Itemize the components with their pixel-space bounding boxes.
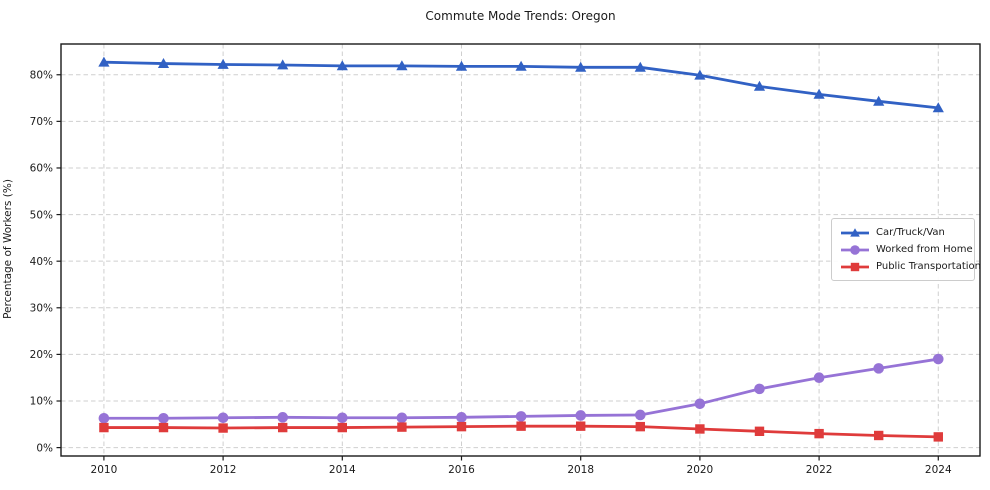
car-truck-van-marker (157, 57, 170, 68)
car-truck-van-marker (515, 60, 527, 71)
legend-item-worked-from-home: Worked from Home (840, 241, 973, 258)
public-transportation-marker (456, 421, 467, 432)
car-truck-van-marker (98, 56, 110, 67)
public-transportation-marker (337, 422, 348, 433)
y-tick-label: 30% (30, 302, 53, 314)
legend: Car/Truck/Van Worked from Home Public Tran… (831, 218, 981, 281)
public-transportation-marker (575, 421, 586, 431)
x-tick-label: 2010 (91, 464, 118, 476)
public-transportation-marker (516, 421, 526, 431)
public-transportation-marker (695, 424, 705, 434)
chart-title: Commute Mode Trends: Oregon (425, 9, 616, 23)
public-transportation-marker (635, 421, 645, 432)
worked-from-home-marker (98, 412, 110, 424)
public-transportation-marker (933, 432, 943, 442)
car-truck-van-marker (753, 80, 766, 91)
legend-circle-icon (841, 244, 869, 255)
worked-from-home-marker (694, 398, 706, 410)
legend-square-icon (841, 262, 869, 271)
y-tick-label: 50% (30, 209, 53, 221)
x-tick-label: 2016 (448, 464, 475, 476)
car-truck-van-marker (575, 61, 587, 72)
legend-item-car-truck-van: Car/Truck/Van (840, 224, 966, 241)
car-truck-van-marker (336, 60, 348, 71)
x-tick-label: 2020 (687, 464, 714, 476)
worked-from-home-marker (634, 409, 646, 421)
public-transportation-marker (873, 430, 884, 441)
car-truck-van-marker (455, 60, 468, 71)
worked-from-home-marker (158, 412, 169, 424)
series-line-worked-from-home (102, 357, 940, 420)
y-tick-label: 20% (30, 349, 53, 361)
car-truck-van-marker (396, 60, 408, 71)
worked-from-home-marker (277, 412, 289, 423)
y-tick-label: 40% (30, 256, 53, 268)
worked-from-home-marker (515, 411, 527, 422)
y-tick-label: 10% (30, 396, 53, 408)
y-tick-label: 70% (30, 116, 53, 128)
y-tick-label: 80% (30, 69, 53, 81)
legend-label-car-truck-van: Car/Truck/Van (876, 227, 945, 238)
public-transportation-marker (814, 428, 824, 439)
car-truck-van-marker (217, 58, 229, 69)
legend-label-public-transportation: Public Transportation (876, 261, 981, 272)
car-truck-van-marker (932, 102, 944, 113)
worked-from-home-marker (217, 412, 229, 424)
worked-from-home-marker (396, 412, 408, 424)
worked-from-home-marker (813, 372, 825, 384)
car-truck-van-marker (277, 59, 289, 70)
worked-from-home-marker (873, 363, 884, 374)
public-transportation-marker (99, 422, 109, 433)
x-tick-label: 2024 (925, 464, 952, 476)
car-truck-van-marker (813, 88, 825, 99)
public-transportation-marker (158, 422, 169, 433)
car-truck-van-marker (873, 95, 885, 106)
worked-from-home-marker (456, 412, 467, 423)
x-tick-label: 2012 (210, 464, 237, 476)
legend-triangle-icon (841, 227, 869, 237)
y-tick-label: 60% (30, 163, 53, 175)
worked-from-home-marker (932, 353, 944, 365)
x-tick-label: 2018 (567, 464, 594, 476)
public-transportation-marker (754, 426, 765, 436)
worked-from-home-marker (575, 410, 586, 421)
public-transportation-marker (397, 422, 407, 432)
public-transportation-marker (218, 423, 228, 433)
legend-item-public-transportation: Public Transportation (840, 258, 981, 275)
plot-border (60, 43, 981, 457)
car-truck-van-marker (694, 69, 706, 80)
x-tick-label: 2022 (806, 464, 833, 476)
x-tick-label: 2014 (329, 464, 356, 476)
worked-from-home-marker (337, 412, 348, 424)
y-tick-label: 0% (36, 442, 53, 454)
car-truck-van-marker (634, 61, 646, 72)
public-transportation-marker (278, 422, 288, 433)
worked-from-home-marker (754, 383, 765, 395)
legend-label-worked-from-home: Worked from Home (876, 244, 973, 255)
